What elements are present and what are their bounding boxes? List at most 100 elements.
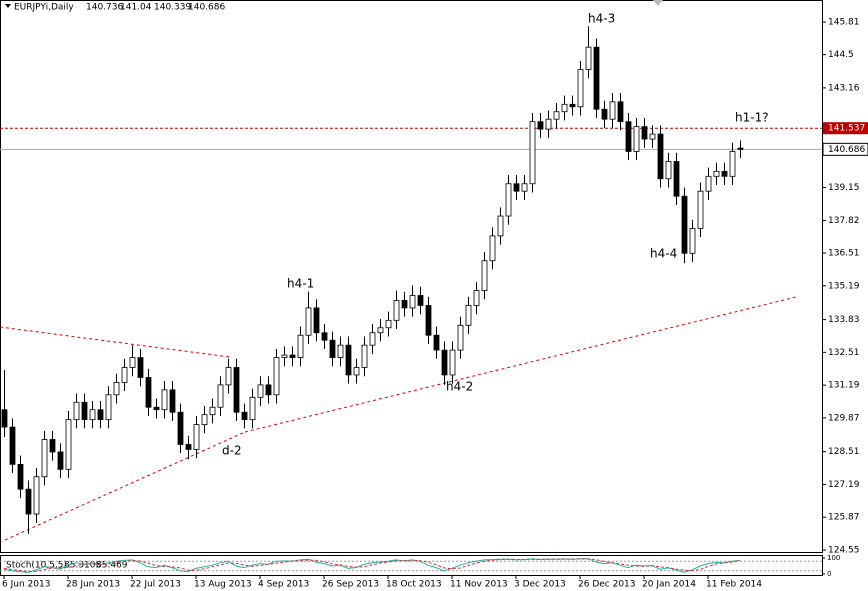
- candle-body: [505, 183, 512, 217]
- candle-body: [473, 290, 480, 306]
- candle-body: [593, 46, 600, 110]
- candle-body: [449, 349, 456, 376]
- x-tick-label: 4 Sep 2013: [258, 580, 309, 590]
- candle-body: [153, 406, 160, 411]
- y-tick-label: 133.83: [828, 315, 860, 325]
- candle-body: [121, 367, 128, 383]
- candle-body: [289, 354, 296, 358]
- x-tick-label: 28 Jun 2013: [66, 580, 120, 590]
- x-tick-label: 3 Dec 2013: [514, 580, 566, 590]
- annotation: h1-1?: [735, 111, 769, 125]
- candle-body: [393, 300, 400, 321]
- price-box: [822, 142, 868, 156]
- candle-body: [713, 170, 720, 177]
- candle-body: [409, 295, 416, 309]
- candle-body: [625, 121, 632, 152]
- candle-body: [201, 414, 208, 426]
- x-tick-label: 13 Aug 2013: [194, 580, 252, 590]
- candle-body: [233, 367, 240, 413]
- candle-body: [249, 396, 256, 421]
- annotation: h4-1: [287, 277, 314, 291]
- candle-body: [313, 307, 320, 334]
- y-tick-label: 139.15: [828, 183, 860, 193]
- candle-body: [489, 235, 496, 262]
- candle-body: [457, 324, 464, 351]
- candle-body: [569, 103, 576, 108]
- candle-body: [737, 147, 744, 150]
- trend-line: [4, 431, 246, 541]
- candle-body: [25, 488, 32, 515]
- y-tick-label: 100: [827, 554, 840, 562]
- candle-body: [281, 354, 288, 358]
- candle-body: [17, 463, 24, 490]
- main-pane-border: [0, 0, 823, 553]
- x-tick-label: 6 Jun 2013: [2, 580, 50, 590]
- candle-body: [193, 424, 200, 450]
- annotation: h4-2: [446, 380, 473, 394]
- candle-body: [561, 103, 568, 113]
- stoch-signal-value: 85.469: [96, 561, 128, 571]
- candle-body: [305, 307, 312, 336]
- candle-body: [89, 409, 96, 421]
- y-tick-label: 128.51: [828, 447, 860, 457]
- candle-body: [721, 170, 728, 177]
- candle-body: [161, 389, 168, 411]
- open-value: 140.736: [86, 3, 123, 13]
- candle-body: [537, 121, 544, 130]
- candle-body: [433, 334, 440, 351]
- candle-body: [225, 367, 232, 386]
- candle-body: [601, 108, 608, 120]
- candle-body: [265, 384, 272, 396]
- y-tick-label: 132.51: [828, 348, 860, 358]
- stoch-title: Stoch(10,5,5): [6, 561, 67, 571]
- y-tick-label: 127.19: [828, 480, 860, 490]
- candle-body: [169, 389, 176, 413]
- y-tick-label: 124.55: [828, 546, 860, 556]
- candle-body: [673, 161, 680, 197]
- y-tick-label: 145.81: [828, 18, 860, 28]
- x-tick-label: 22 Jul 2013: [130, 580, 181, 590]
- candle-body: [49, 439, 56, 453]
- candle-body: [609, 101, 616, 120]
- x-tick-label: 26 Dec 2013: [578, 580, 636, 590]
- candle-body: [241, 411, 248, 421]
- candle-body: [441, 349, 448, 376]
- x-tick-label: 11 Feb 2014: [706, 580, 762, 590]
- stoch-pane-border: [0, 555, 823, 576]
- candle-body: [369, 332, 376, 346]
- candle-body: [553, 111, 560, 120]
- x-tick-label: 20 Jan 2014: [642, 580, 696, 590]
- candle-body: [41, 439, 48, 478]
- candle-body: [521, 183, 528, 192]
- candle-body: [657, 133, 664, 180]
- candle-body: [145, 377, 152, 408]
- y-tick-label: 137.82: [828, 216, 860, 226]
- y-tick-label: 143.16: [828, 83, 860, 93]
- candle-body: [105, 394, 112, 421]
- candle-body: [401, 300, 408, 309]
- candle-body: [297, 334, 304, 358]
- candle-body: [513, 183, 520, 192]
- candle-body: [97, 409, 104, 421]
- menu-arrow[interactable]: [5, 4, 11, 8]
- candle-body: [577, 69, 584, 108]
- candle-body: [273, 357, 280, 396]
- candle-body: [481, 260, 488, 291]
- candle-body: [425, 305, 432, 336]
- stoch-line: [3, 558, 741, 573]
- candle-body: [81, 401, 88, 421]
- candle-body: [209, 406, 216, 416]
- candle-body: [385, 319, 392, 329]
- candle-body: [361, 344, 368, 368]
- candle-body: [137, 357, 144, 378]
- candle-body: [697, 190, 704, 229]
- level-label: 141.537: [828, 124, 865, 134]
- candle-body: [345, 344, 352, 376]
- trend-line: [244, 296, 797, 433]
- annotation: h4-3: [588, 12, 615, 26]
- candle-body: [465, 305, 472, 326]
- y-tick-label: 135.19: [828, 281, 860, 291]
- level-box: [823, 122, 868, 135]
